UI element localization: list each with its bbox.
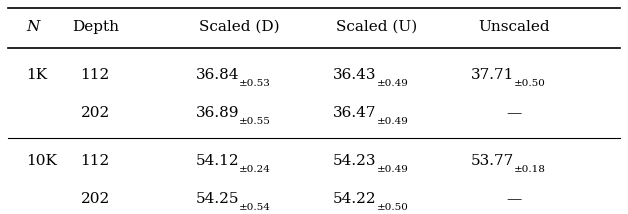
Text: Scaled (D): Scaled (D) [198,20,279,34]
Text: ±0.18: ±0.18 [514,165,546,174]
Text: ±0.50: ±0.50 [514,79,546,88]
Text: 1K: 1K [26,68,48,82]
Text: ±0.49: ±0.49 [377,79,408,88]
Text: ±0.24: ±0.24 [239,165,271,174]
Text: ±0.49: ±0.49 [377,165,408,174]
Text: 36.47: 36.47 [333,106,377,120]
Text: 36.43: 36.43 [333,68,377,82]
Text: ±0.53: ±0.53 [239,79,271,88]
Text: N: N [26,20,40,34]
Text: 54.25: 54.25 [195,192,239,206]
Text: ±0.49: ±0.49 [377,117,408,126]
Text: 54.22: 54.22 [333,192,377,206]
Text: 36.89: 36.89 [195,106,239,120]
Text: ±0.55: ±0.55 [239,117,271,126]
Text: —: — [506,106,522,120]
Text: 54.23: 54.23 [333,154,377,168]
Text: 37.71: 37.71 [471,68,514,82]
Text: 202: 202 [80,106,110,120]
Text: Unscaled: Unscaled [479,20,550,34]
Text: Scaled (U): Scaled (U) [336,20,417,34]
Text: ±0.54: ±0.54 [239,203,271,212]
Text: 10K: 10K [26,154,57,168]
Text: 202: 202 [80,192,110,206]
Text: 112: 112 [80,68,110,82]
Text: 54.12: 54.12 [195,154,239,168]
Text: Depth: Depth [72,20,119,34]
Text: ±0.50: ±0.50 [377,203,408,212]
Text: —: — [506,192,522,206]
Text: 53.77: 53.77 [471,154,514,168]
Text: 112: 112 [80,154,110,168]
Text: 36.84: 36.84 [195,68,239,82]
